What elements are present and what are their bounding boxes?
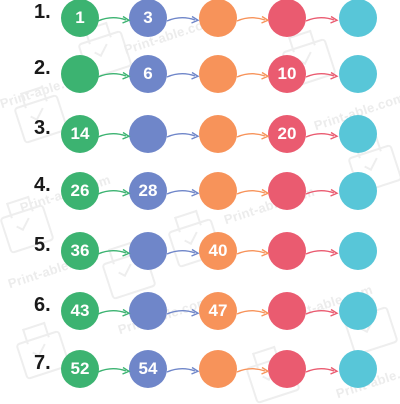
sequence-row: 1. 1 3: [0, 0, 400, 39]
number-circle: [339, 292, 377, 330]
number-circle: 20: [268, 115, 306, 153]
arrow-icon: [305, 366, 339, 375]
row-number: 3.: [34, 117, 51, 139]
number-circle: 26: [61, 172, 99, 210]
arrow-icon: [166, 71, 200, 80]
number-circle: 10: [268, 55, 306, 93]
arrow-icon: [166, 308, 200, 317]
arrow-icon: [97, 308, 131, 317]
arrow-icon: [305, 131, 339, 140]
sequence-row: 2. 6 10: [0, 55, 400, 95]
number-circle: [339, 0, 377, 37]
arrow-icon: [97, 188, 131, 197]
sequence-row: 7. 52 54: [0, 350, 400, 390]
arrow-icon: [236, 71, 270, 80]
number-circle: [199, 0, 237, 37]
row-number: 5.: [34, 234, 51, 256]
number-circle: [129, 115, 167, 153]
arrow-icon: [305, 71, 339, 80]
arrow-icon: [166, 366, 200, 375]
number-circle: 3: [129, 0, 167, 37]
arrow-icon: [97, 248, 131, 257]
number-circle: 47: [199, 292, 237, 330]
number-circle: 1: [61, 0, 99, 37]
arrow-icon: [236, 131, 270, 140]
arrow-icon: [166, 131, 200, 140]
number-circle: [199, 350, 237, 388]
number-circle: 6: [129, 55, 167, 93]
number-circle: [339, 115, 377, 153]
number-circle: [199, 115, 237, 153]
arrow-icon: [305, 308, 339, 317]
number-circle: [268, 292, 306, 330]
arrow-icon: [97, 15, 131, 24]
row-number: 6.: [34, 294, 51, 316]
number-circle: 43: [61, 292, 99, 330]
sequence-row: 5. 36 40: [0, 232, 400, 272]
arrow-icon: [305, 15, 339, 24]
number-circle: [339, 232, 377, 270]
number-circle: [129, 232, 167, 270]
arrow-icon: [305, 248, 339, 257]
arrow-icon: [305, 188, 339, 197]
number-circle: 36: [61, 232, 99, 270]
number-circle: [129, 292, 167, 330]
arrow-icon: [236, 308, 270, 317]
row-number: 1.: [34, 1, 51, 23]
number-circle: [199, 55, 237, 93]
arrow-icon: [236, 15, 270, 24]
number-circle: [339, 350, 377, 388]
row-number: 7.: [34, 352, 51, 374]
number-circle: [268, 0, 306, 37]
arrow-icon: [166, 188, 200, 197]
row-number: 4.: [34, 174, 51, 196]
number-circle: [339, 172, 377, 210]
arrow-icon: [236, 188, 270, 197]
sequence-row: 6. 43 47: [0, 292, 400, 332]
arrow-icon: [97, 71, 131, 80]
number-circle: 52: [61, 350, 99, 388]
number-circle: [61, 55, 99, 93]
arrow-icon: [97, 131, 131, 140]
arrow-icon: [166, 15, 200, 24]
sequence-row: 3. 14 20: [0, 115, 400, 155]
number-circle: [268, 232, 306, 270]
number-circle: 54: [129, 350, 167, 388]
arrow-icon: [166, 248, 200, 257]
number-circle: [199, 172, 237, 210]
arrow-icon: [236, 248, 270, 257]
arrow-icon: [97, 366, 131, 375]
sequence-row: 4. 26 28: [0, 172, 400, 212]
number-circle: [339, 55, 377, 93]
row-number: 2.: [34, 57, 51, 79]
number-circle: 14: [61, 115, 99, 153]
arrow-icon: [236, 366, 270, 375]
number-circle: 28: [129, 172, 167, 210]
number-circle: 40: [199, 232, 237, 270]
number-circle: [268, 172, 306, 210]
number-circle: [268, 350, 306, 388]
